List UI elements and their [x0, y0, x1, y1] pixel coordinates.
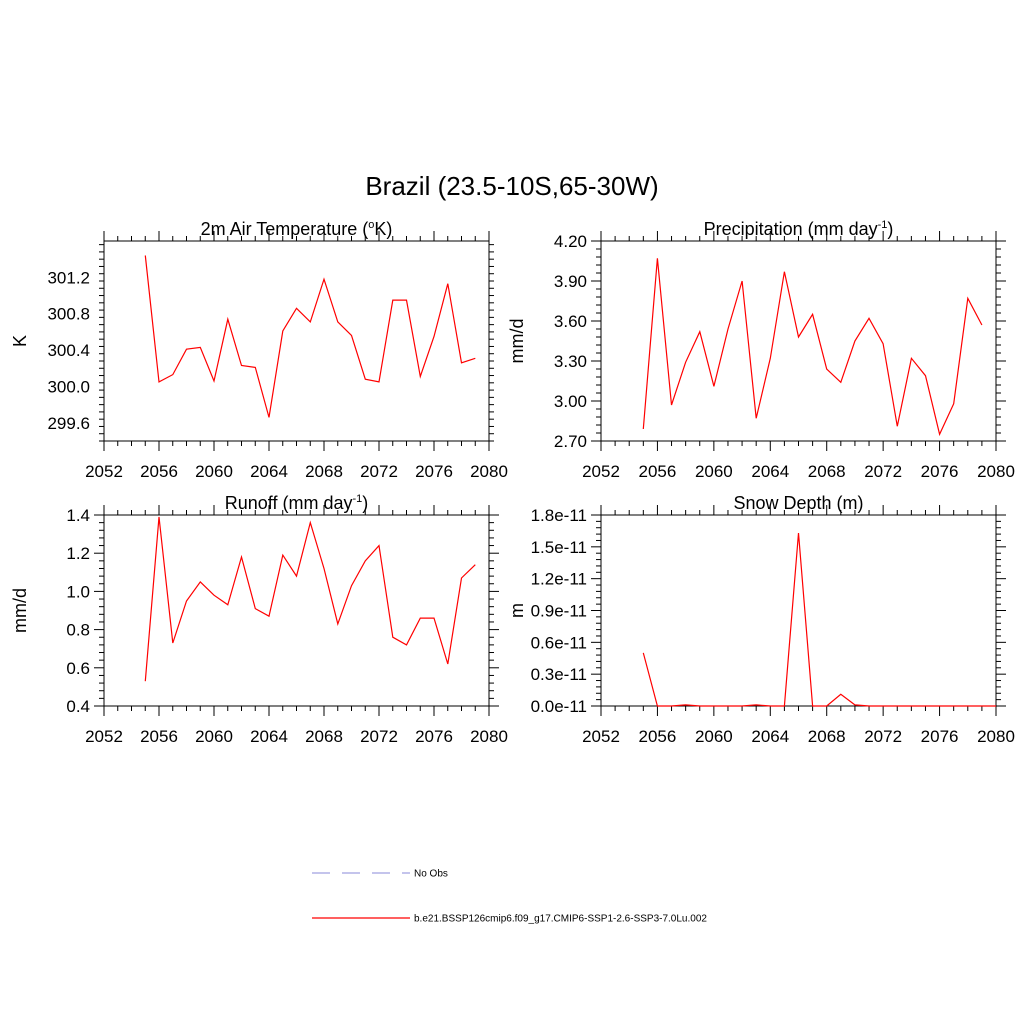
y-tick-label: 0.4 [66, 697, 90, 716]
x-tick-label: 2080 [470, 727, 508, 746]
x-tick-label: 2080 [977, 727, 1015, 746]
y-tick-label: 0.3e-11 [531, 665, 587, 684]
x-tick-label: 2056 [639, 462, 677, 481]
panel-title-text: 2m Air Temperature ( [201, 219, 369, 239]
panel-title-text: Snow Depth (m) [733, 493, 863, 513]
y-tick-label: 1.4 [66, 506, 90, 525]
y-tick-label: 299.6 [47, 414, 90, 433]
panels: 2m Air Temperature (oK) K 2052 2056 2060 2064… [10, 219, 1015, 746]
x-tick-label: 2068 [305, 462, 343, 481]
x-tick-label: 2056 [140, 727, 178, 746]
y-tick-label: 1.2e-11 [531, 570, 587, 589]
series-line [642, 532, 996, 707]
y-tick-label: 0.6 [66, 659, 90, 678]
x-tick-label: 2076 [415, 727, 453, 746]
panel-title-tail: K) [374, 219, 392, 239]
y-axis-label: mm/d [10, 588, 30, 633]
x-tick-label: 2080 [470, 462, 508, 481]
plot-frame [600, 240, 997, 442]
x-tick-label: 2076 [415, 462, 453, 481]
x-tick-label: 2076 [921, 462, 959, 481]
y-tick-label: 4.20 [554, 232, 587, 251]
y-tick-label: 1.8e-11 [531, 506, 587, 525]
x-tick-label: 2072 [864, 462, 902, 481]
panel-3: Runoff (mm day-1) mm/d 2052 2056 2060 2064 206… [10, 493, 508, 746]
x-tick-label: 2052 [85, 462, 123, 481]
panel-title: Snow Depth (m) [733, 493, 863, 513]
series-line [144, 255, 476, 418]
legend-label-1: No Obs [414, 869, 448, 880]
x-tick-label: 2052 [582, 727, 620, 746]
panel-2: Precipitation (mm day-1) mm/d 2052 2056 2060… [507, 219, 1015, 481]
x-tick-label: 2060 [195, 727, 233, 746]
x-tick-label: 2056 [140, 462, 178, 481]
x-tick-label: 2060 [695, 462, 733, 481]
panel-title: Precipitation (mm day-1) [704, 219, 894, 239]
panel-title-tail: ) [887, 219, 893, 239]
panel-title-text: Precipitation (mm day [704, 219, 878, 239]
legend: No Obs b.e21.BSSP126cmip6.f09_g17.CMIP6-S… [312, 869, 707, 925]
y-tick-label: 300.0 [47, 377, 90, 396]
y-tick-label: 1.0 [66, 582, 90, 601]
y-tick-label: 1.2 [66, 544, 90, 563]
x-tick-label: 2072 [864, 727, 902, 746]
y-tick-label: 0.0e-11 [531, 697, 587, 716]
x-tick-label: 2072 [360, 727, 398, 746]
y-tick-label: 300.4 [47, 341, 90, 360]
x-tick-label: 2064 [250, 727, 288, 746]
y-tick-label: 0.8 [66, 621, 90, 640]
panel-4: Snow Depth (m) m 2052 2056 2060 2064 2068 2072 2… [507, 493, 1015, 746]
x-tick-label: 2080 [977, 462, 1015, 481]
panel-title-superscript: -1 [352, 493, 362, 505]
x-tick-label: 2064 [250, 462, 288, 481]
series-line [144, 516, 476, 682]
plot-frame [600, 514, 997, 707]
x-tick-label: 2072 [360, 462, 398, 481]
x-tick-label: 2068 [808, 727, 846, 746]
x-tick-label: 2068 [305, 727, 343, 746]
x-tick-label: 2060 [695, 727, 733, 746]
panel-title-superscript: o [368, 219, 374, 231]
panel-title-tail: ) [362, 493, 368, 513]
y-axis-label: mm/d [507, 319, 527, 364]
y-axis-label: m [507, 603, 527, 618]
y-tick-label: 0.6e-11 [531, 633, 587, 652]
y-tick-label: 3.30 [554, 352, 587, 371]
y-tick-label: 3.90 [554, 272, 587, 291]
x-tick-label: 2060 [195, 462, 233, 481]
legend-label-2: b.e21.BSSP126cmip6.f09_g17.CMIP6-SSP1-2.… [414, 914, 707, 925]
y-tick-label: 2.70 [554, 432, 587, 451]
panel-title-superscript: -1 [878, 219, 888, 231]
x-tick-label: 2052 [582, 462, 620, 481]
y-tick-label: 1.5e-11 [531, 538, 587, 557]
x-tick-label: 2056 [639, 727, 677, 746]
x-tick-label: 2064 [751, 462, 789, 481]
x-tick-label: 2052 [85, 727, 123, 746]
x-tick-label: 2068 [808, 462, 846, 481]
panel-1: 2m Air Temperature (oK) K 2052 2056 2060 2064… [10, 219, 508, 481]
y-tick-label: 0.9e-11 [531, 602, 587, 621]
x-tick-label: 2064 [751, 727, 789, 746]
y-tick-label: 300.8 [47, 305, 90, 324]
panel-title-text: Runoff (mm day [225, 493, 353, 513]
y-tick-label: 301.2 [47, 268, 90, 287]
plot-frame [103, 240, 490, 442]
y-tick-label: 3.60 [554, 312, 587, 331]
figure-title: Brazil (23.5-10S,65-30W) [365, 171, 658, 201]
series-line [642, 258, 983, 437]
y-axis-label: K [10, 335, 30, 347]
y-tick-label: 3.00 [554, 392, 587, 411]
x-tick-label: 2076 [921, 727, 959, 746]
panel-title: Runoff (mm day-1) [225, 493, 369, 513]
